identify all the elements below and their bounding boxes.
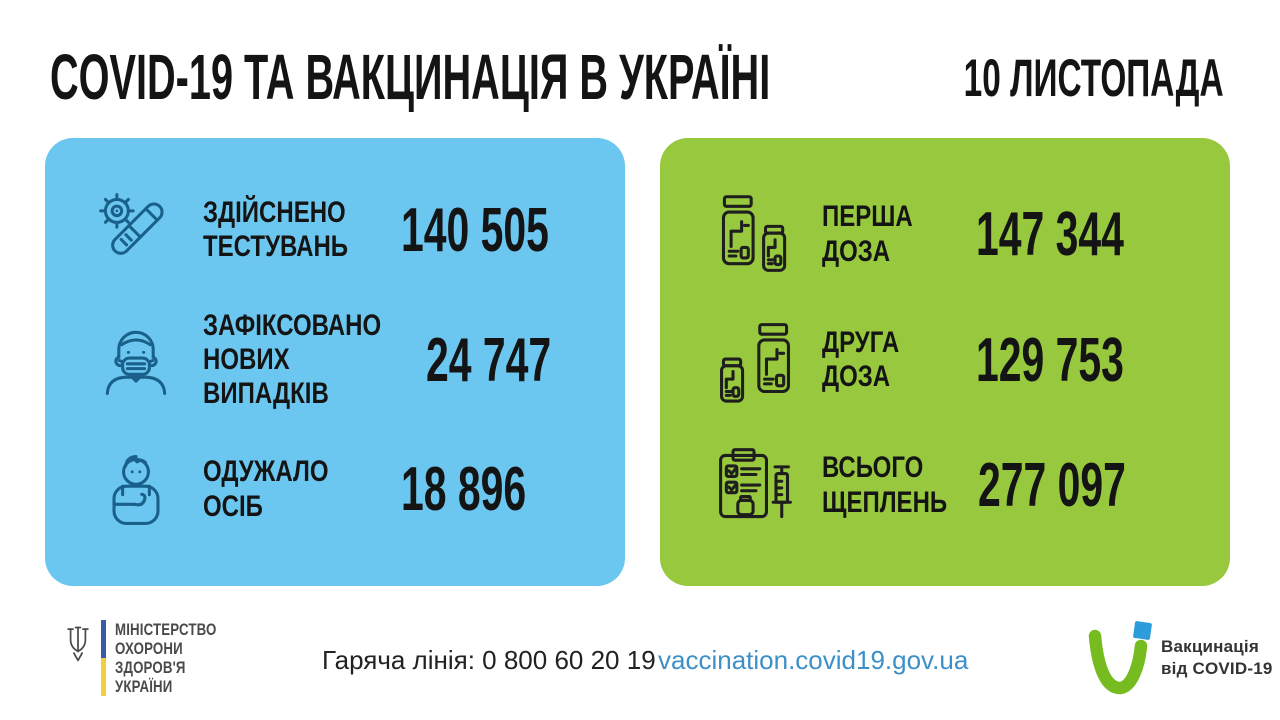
first-dose-row: ПЕРША ДОЗА 147 344 xyxy=(712,192,1206,278)
hotline-text: Гаряча лінія: 0 800 60 20 19 xyxy=(322,645,656,675)
covid-stats-card: ЗДІЙСНЕНО ТЕСТУВАНЬ 140 505 xyxy=(45,138,625,586)
trident-icon xyxy=(67,626,89,662)
masked-person-icon xyxy=(93,317,203,403)
vaccine-vials-icon xyxy=(712,317,822,403)
tests-value: 140 505 xyxy=(401,195,549,265)
total-vaccinations-value: 277 097 xyxy=(978,451,1127,520)
total-vaccinations-label: ВСЬОГО ЩЕПЛЕНЬ xyxy=(822,451,948,519)
total-vaccinations-row: ВСЬОГО ЩЕПЛЕНЬ 277 097 xyxy=(712,443,1206,529)
ministry-name: МІНІСТЕРСТВО ОХОРОНИ ЗДОРОВ'Я УКРАЇНИ xyxy=(115,620,217,696)
v-checkmark-icon xyxy=(1088,621,1152,695)
clipboard-syringe-icon xyxy=(712,443,822,529)
flag-bar xyxy=(101,620,106,696)
recovered-label: ОДУЖАЛО ОСІБ xyxy=(203,455,329,523)
page-title: COVID-19 ТА ВАКЦИНАЦІЯ В УКРАЇНІ xyxy=(50,41,771,113)
recovered-person-icon xyxy=(93,447,203,533)
test-tube-virus-icon xyxy=(93,187,203,273)
website-link[interactable]: vaccination.covid19.gov.ua xyxy=(658,645,969,675)
new-cases-value: 24 747 xyxy=(425,325,551,395)
report-date: 10 ЛИСТОПАДА xyxy=(964,49,1224,108)
ministry-logo: МІНІСТЕРСТВО ОХОРОНИ ЗДОРОВ'Я УКРАЇНИ xyxy=(64,620,245,696)
second-dose-row: ДРУГА ДОЗА 129 753 xyxy=(712,317,1206,403)
new-cases-label: ЗАФІКСОВАНО НОВИХ ВИПАДКІВ xyxy=(203,308,382,411)
recovered-row: ОДУЖАЛО ОСІБ 18 896 xyxy=(93,447,601,533)
tests-label: ЗДІЙСНЕНО ТЕСТУВАНЬ xyxy=(203,196,349,264)
vaccine-vials-icon xyxy=(712,192,822,278)
recovered-value: 18 896 xyxy=(401,455,527,525)
second-dose-value: 129 753 xyxy=(976,325,1124,395)
vaccination-campaign-logo: Вакцинація від COVID-19 xyxy=(1086,614,1273,702)
new-cases-row: ЗАФІКСОВАНО НОВИХ ВИПАДКІВ 24 747 xyxy=(93,309,601,412)
first-dose-value: 147 344 xyxy=(976,200,1124,269)
vaccination-stats-card: ПЕРША ДОЗА 147 344 xyxy=(660,138,1230,586)
vaccination-campaign-label: Вакцинація від COVID-19 xyxy=(1161,637,1273,678)
second-dose-label: ДРУГА ДОЗА xyxy=(822,325,900,393)
tests-row: ЗДІЙСНЕНО ТЕСТУВАНЬ 140 505 xyxy=(93,187,601,273)
first-dose-label: ПЕРША ДОЗА xyxy=(822,200,913,268)
